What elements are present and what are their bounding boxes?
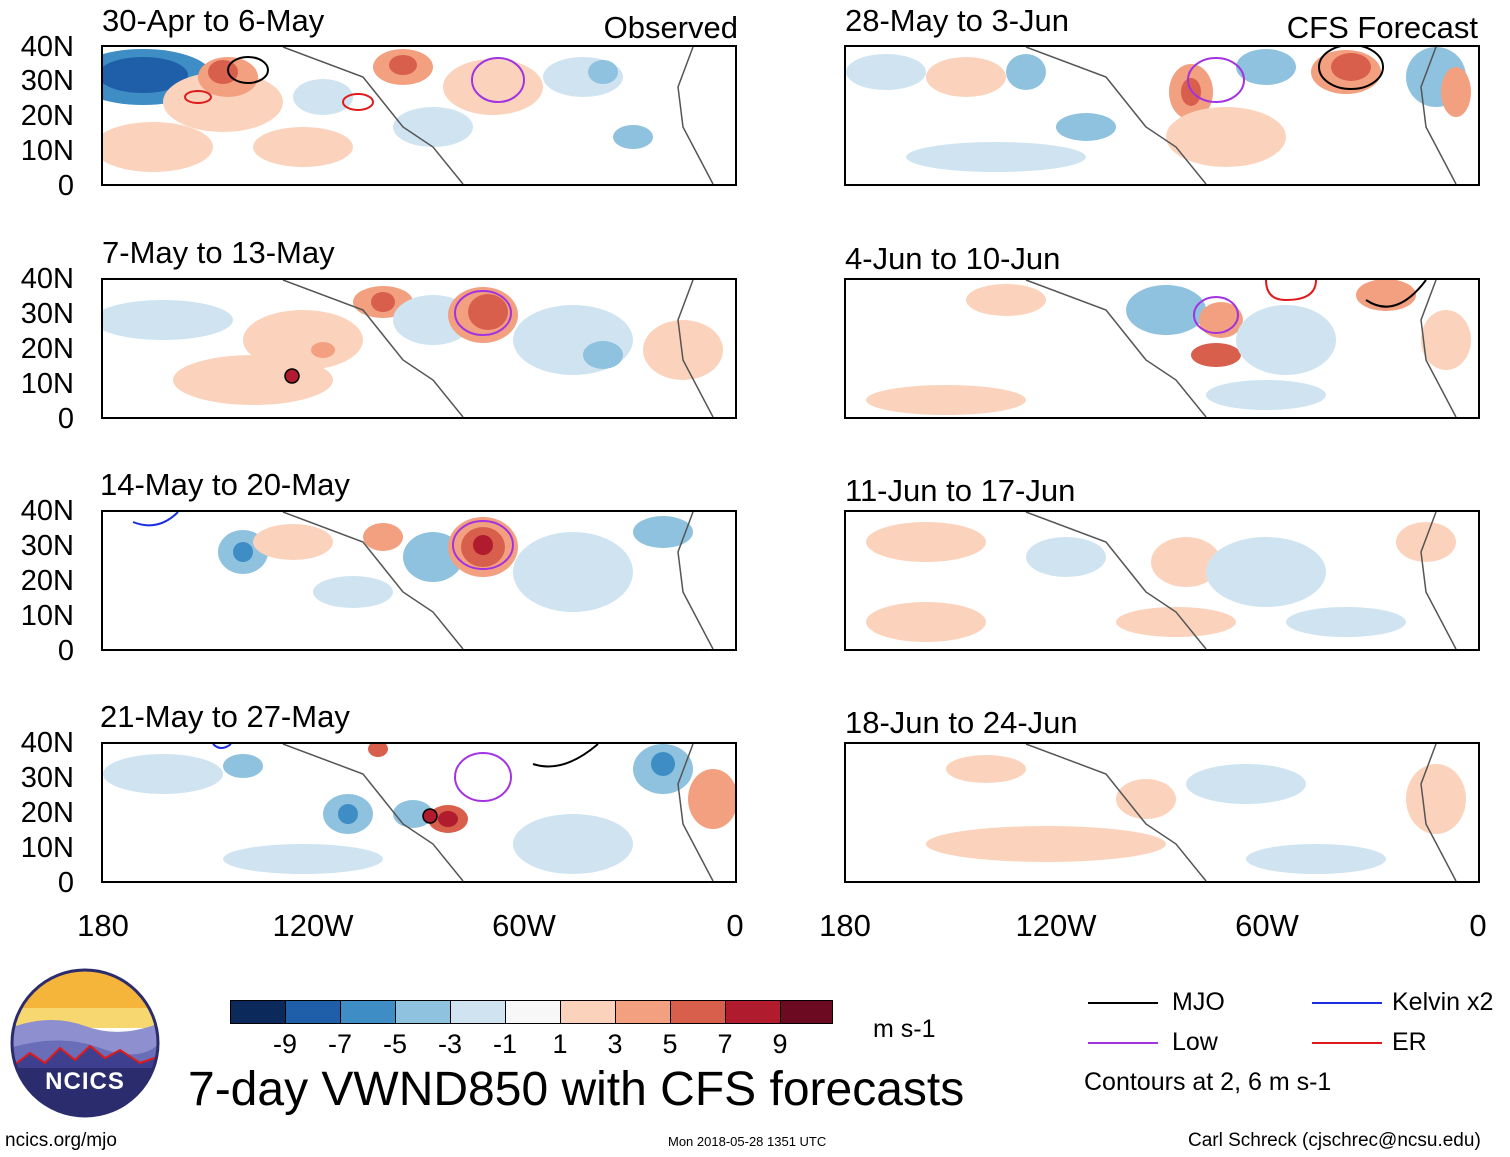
- x-tick: 0: [726, 908, 744, 943]
- cfs-forecast-label: CFS Forecast: [1286, 10, 1478, 45]
- y-tick: 30N: [20, 65, 74, 97]
- y-tick: 10N: [20, 135, 74, 167]
- x-tick: 60W: [492, 908, 556, 943]
- legend-swatch-er: [1312, 1042, 1382, 1044]
- footer-url: ncics.org/mjo: [5, 1130, 117, 1151]
- anomaly-field: [103, 47, 714, 184]
- colorbar-swatch: [505, 1000, 561, 1024]
- panel-title: 28-May to 3-Jun: [845, 3, 1069, 38]
- legend-label-kelvin: Kelvin x2: [1392, 988, 1494, 1016]
- colorbar-label: 5: [662, 1029, 678, 1059]
- y-tick: 30N: [20, 298, 74, 330]
- panel-title: 4-Jun to 10-Jun: [845, 241, 1061, 276]
- colorbar-label: -7: [327, 1029, 352, 1059]
- map-panel: [101, 742, 737, 883]
- ncics-logo: NCICS: [10, 968, 160, 1118]
- observed-label: Observed: [603, 10, 738, 45]
- colorbar-label: -5: [382, 1029, 407, 1059]
- colorbar-swatch: [395, 1000, 451, 1024]
- anomaly-field: [132, 512, 714, 649]
- anomaly-field: [103, 280, 723, 417]
- colorbar-label: 3: [607, 1029, 623, 1059]
- colorbar-label: -1: [492, 1029, 517, 1059]
- y-tick: 40N: [20, 727, 74, 759]
- y-tick: 0: [57, 867, 74, 899]
- colorbar-swatch: [780, 1000, 833, 1024]
- colorbar-swatch: [450, 1000, 506, 1024]
- x-tick: 120W: [1015, 908, 1097, 943]
- legend-swatch-low: [1088, 1042, 1158, 1044]
- map-panel: [844, 742, 1480, 883]
- legend-swatch-mjo: [1088, 1002, 1158, 1004]
- y-tick: 10N: [20, 368, 74, 400]
- colorbar-swatch: [230, 1000, 286, 1024]
- main-title: 7-day VWND850 with CFS forecasts: [188, 1063, 965, 1116]
- x-tick: 0: [1469, 908, 1487, 943]
- legend-label-mjo: MJO: [1172, 988, 1225, 1016]
- panel-title: 18-Jun to 24-Jun: [845, 705, 1078, 740]
- contour-note: Contours at 2, 6 m s-1: [1084, 1068, 1332, 1096]
- x-tick: 180: [819, 908, 871, 943]
- panel-title: 30-Apr to 6-May: [102, 3, 325, 38]
- y-tick: 10N: [20, 832, 74, 864]
- map-panel: [101, 278, 737, 419]
- panel-title: 14-May to 20-May: [100, 467, 350, 502]
- y-tick: 20N: [20, 565, 74, 597]
- colorbar-swatch: [285, 1000, 341, 1024]
- y-tick: 20N: [20, 100, 74, 132]
- legend-label-low: Low: [1172, 1028, 1218, 1056]
- footer-timestamp: Mon 2018-05-28 1351 UTC: [668, 1134, 827, 1149]
- map-panel: [101, 45, 737, 186]
- legend-label-er: ER: [1392, 1028, 1427, 1056]
- x-tick: 120W: [272, 908, 354, 943]
- colorbar-swatch: [725, 1000, 781, 1024]
- anomaly-field: [103, 744, 735, 881]
- x-tick: 60W: [1235, 908, 1299, 943]
- colorbar-label: 1: [552, 1029, 568, 1059]
- y-tick: 0: [57, 170, 74, 202]
- y-tick: 40N: [20, 31, 74, 63]
- y-tick: 30N: [20, 530, 74, 562]
- map-panel: [844, 510, 1480, 651]
- colorbar-swatch: [560, 1000, 616, 1024]
- anomaly-field: [846, 47, 1471, 184]
- y-tick: 0: [57, 635, 74, 667]
- colorbar-swatch: [670, 1000, 726, 1024]
- y-tick: 0: [57, 403, 74, 435]
- anomaly-field: [866, 512, 1457, 649]
- y-tick: 40N: [20, 263, 74, 295]
- y-tick: 30N: [20, 762, 74, 794]
- footer-credit: Carl Schreck (cjschrec@ncsu.edu): [1188, 1130, 1481, 1151]
- colorbar-label: -9: [272, 1029, 297, 1059]
- colorbar-swatch: [340, 1000, 396, 1024]
- panel-title: 7-May to 13-May: [102, 235, 335, 270]
- y-tick: 20N: [20, 333, 74, 365]
- legend-swatch-kelvin: [1312, 1002, 1382, 1004]
- y-tick: 40N: [20, 495, 74, 527]
- logo-text: NCICS: [45, 1068, 125, 1095]
- anomaly-field: [866, 280, 1471, 417]
- panel-title: 11-Jun to 17-Jun: [845, 473, 1076, 508]
- colorbar-swatch: [615, 1000, 671, 1024]
- panel-title: 21-May to 27-May: [100, 699, 350, 734]
- y-tick: 10N: [20, 600, 74, 632]
- x-tick: 180: [77, 908, 129, 943]
- colorbar-label: 7: [717, 1029, 733, 1059]
- map-panel: [844, 278, 1480, 419]
- map-panel: [844, 45, 1480, 186]
- colorbar-label: -3: [437, 1029, 462, 1059]
- anomaly-field: [926, 744, 1466, 881]
- map-panel: [101, 510, 737, 651]
- y-tick: 20N: [20, 797, 74, 829]
- colorbar-units: m s-1: [873, 1015, 936, 1043]
- colorbar-label: 9: [772, 1029, 788, 1059]
